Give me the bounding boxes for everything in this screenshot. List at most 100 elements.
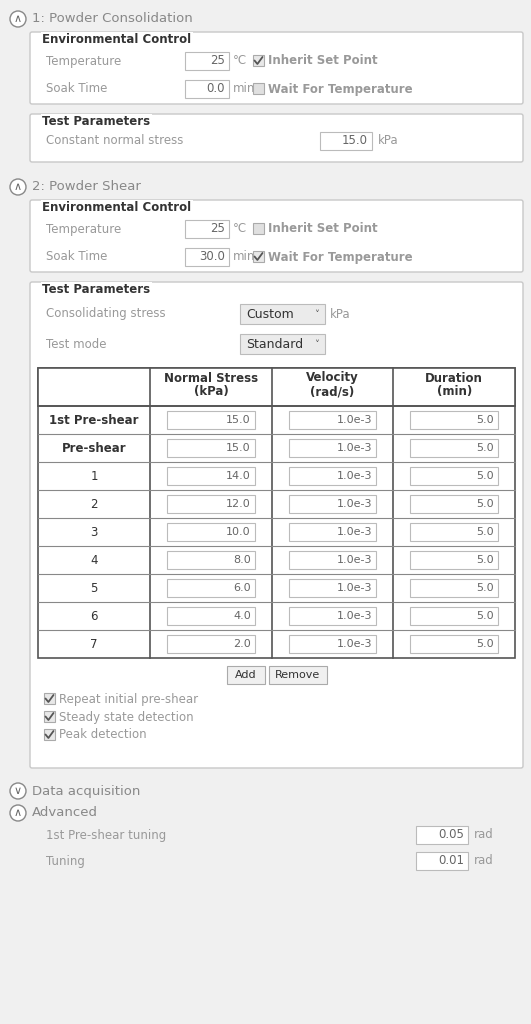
Text: 4.0: 4.0 [233,611,251,621]
Text: Inherit Set Point: Inherit Set Point [268,54,378,68]
Text: Duration: Duration [425,372,483,384]
Text: rad: rad [474,854,494,867]
Bar [410,467,498,485]
Text: 0.01: 0.01 [438,854,464,867]
Bar [289,523,376,541]
Text: Environmental Control: Environmental Control [42,201,191,214]
FancyBboxPatch shape [30,114,523,162]
Text: 10.0: 10.0 [226,527,251,537]
Bar [167,579,255,597]
Bar [253,223,264,234]
Text: 1: Powder Consolidation: 1: Powder Consolidation [32,12,193,26]
Text: (rad/s): (rad/s) [311,385,355,398]
Text: Test mode: Test mode [46,338,107,350]
Text: Add: Add [235,670,256,680]
Text: Inherit Set Point: Inherit Set Point [268,222,378,236]
Text: 6.0: 6.0 [233,583,251,593]
Text: 5: 5 [90,582,98,595]
Text: 1st Pre-shear tuning: 1st Pre-shear tuning [46,828,166,842]
Text: 1.0e-3: 1.0e-3 [337,555,372,565]
Bar [44,729,55,740]
Text: 1.0e-3: 1.0e-3 [337,527,372,537]
Bar [269,666,327,684]
Bar [320,132,372,150]
Text: Peak detection: Peak detection [59,728,147,741]
Text: 5.0: 5.0 [476,611,494,621]
Text: 5.0: 5.0 [476,443,494,453]
Text: (min): (min) [436,385,472,398]
Circle shape [10,179,26,195]
Bar [167,635,255,653]
Text: 30.0: 30.0 [199,251,225,263]
Text: Velocity: Velocity [306,372,359,384]
Bar [44,711,55,722]
Text: 1.0e-3: 1.0e-3 [337,499,372,509]
Text: 5.0: 5.0 [476,499,494,509]
Text: 1st Pre-shear: 1st Pre-shear [49,414,139,427]
Bar [38,368,515,658]
Text: Consolidating stress: Consolidating stress [46,307,166,321]
Text: 5.0: 5.0 [476,471,494,481]
Bar [240,304,325,324]
Bar [289,439,376,457]
Bar [167,607,255,625]
Bar [167,467,255,485]
Text: 6: 6 [90,609,98,623]
Bar [410,635,498,653]
Text: ˅: ˅ [314,340,319,350]
Text: Remove: Remove [275,670,320,680]
Bar [253,251,264,262]
Bar [289,467,376,485]
Text: 3: 3 [90,525,98,539]
Text: 15.0: 15.0 [226,415,251,425]
Bar [416,852,468,870]
Text: 1.0e-3: 1.0e-3 [337,583,372,593]
Bar [410,523,498,541]
Text: Environmental Control: Environmental Control [42,33,191,46]
Text: Wait For Temperature: Wait For Temperature [268,251,413,263]
FancyBboxPatch shape [30,282,523,768]
FancyBboxPatch shape [30,200,523,272]
Bar [410,495,498,513]
Text: ∨: ∨ [14,786,22,797]
Text: min: min [233,83,255,95]
Circle shape [10,783,26,799]
Text: Temperature: Temperature [46,222,121,236]
Text: 1.0e-3: 1.0e-3 [337,415,372,425]
Text: 14.0: 14.0 [226,471,251,481]
Bar [253,83,264,94]
FancyBboxPatch shape [30,32,523,104]
Text: Temperature: Temperature [46,54,121,68]
Text: Custom: Custom [246,307,294,321]
Text: Constant normal stress: Constant normal stress [46,134,183,147]
Text: 1.0e-3: 1.0e-3 [337,443,372,453]
Text: °C: °C [233,54,247,68]
Bar [167,411,255,429]
Text: 7: 7 [90,638,98,650]
Text: rad: rad [474,828,494,842]
Bar [185,80,229,98]
Text: 15.0: 15.0 [342,134,368,147]
Text: 5.0: 5.0 [476,415,494,425]
Text: 2: 2 [90,498,98,511]
Text: (kPa): (kPa) [193,385,228,398]
Text: Pre-shear: Pre-shear [62,441,126,455]
Bar [410,411,498,429]
Bar [240,334,325,354]
Bar [167,495,255,513]
Bar [289,411,376,429]
Bar [410,579,498,597]
Text: Normal Stress: Normal Stress [164,372,258,384]
Text: kPa: kPa [378,134,399,147]
Bar [227,666,264,684]
Text: 1.0e-3: 1.0e-3 [337,611,372,621]
Bar [185,220,229,238]
Text: Tuning: Tuning [46,854,85,867]
Bar [167,523,255,541]
Bar [289,607,376,625]
Bar [167,551,255,569]
Bar [44,693,55,705]
Text: 1.0e-3: 1.0e-3 [337,639,372,649]
Text: ˅: ˅ [314,310,319,319]
Text: Repeat initial pre-shear: Repeat initial pre-shear [59,692,198,706]
